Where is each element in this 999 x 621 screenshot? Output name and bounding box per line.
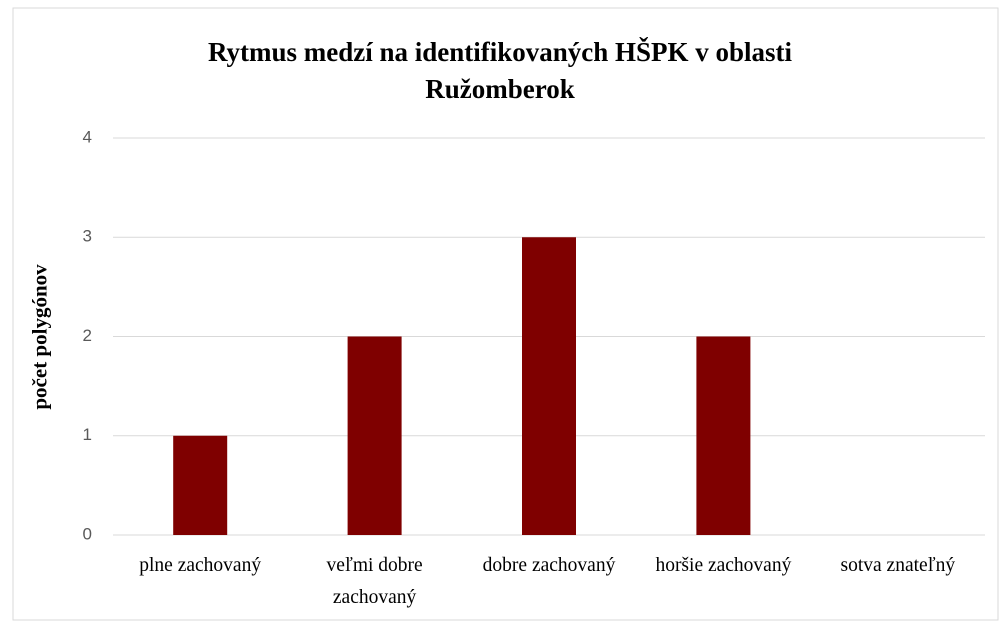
chart-title: Rytmus medzí na identifikovaných HŠPK v … (207, 37, 793, 104)
bar (522, 237, 576, 535)
y-tick-label: 0 (83, 524, 92, 543)
y-tick-label: 4 (83, 127, 92, 146)
bar (347, 336, 402, 535)
x-tick-label: veľmi dobre zachovaný (326, 555, 423, 608)
y-tick-label: 2 (83, 326, 92, 345)
x-tick-label: dobre zachovaný (482, 555, 616, 576)
y-tick-label: 3 (83, 227, 92, 246)
bar (173, 435, 228, 535)
bar (696, 336, 751, 535)
y-axis-label: počet polygónov (27, 264, 52, 410)
x-tick-label: sotva znateľný (840, 555, 956, 576)
x-tick-label: plne zachovaný (139, 555, 262, 576)
y-tick-label: 1 (83, 425, 92, 444)
x-tick-label: horšie zachovaný (655, 555, 792, 576)
chart-frame (12, 7, 999, 621)
